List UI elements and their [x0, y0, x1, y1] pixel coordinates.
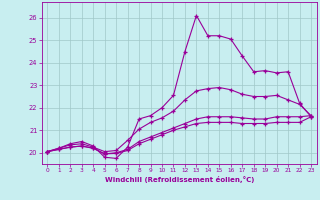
- X-axis label: Windchill (Refroidissement éolien,°C): Windchill (Refroidissement éolien,°C): [105, 176, 254, 183]
